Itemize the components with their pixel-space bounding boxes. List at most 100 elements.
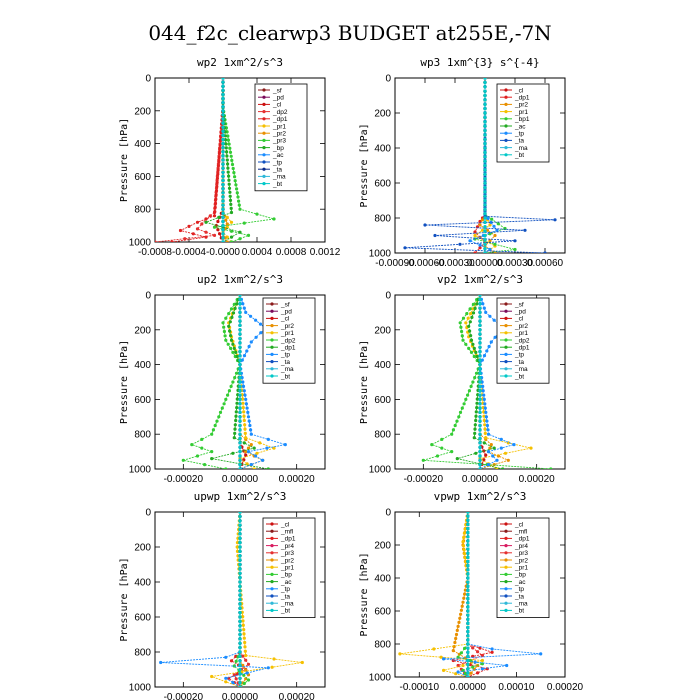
panel-title: vp2 1xm^2/s^3 xyxy=(437,273,523,286)
data-point xyxy=(254,454,258,458)
data-point xyxy=(482,354,487,358)
data-point xyxy=(471,342,475,346)
data-point xyxy=(478,336,482,341)
data-point xyxy=(469,671,473,675)
data-point xyxy=(226,138,230,142)
data-point xyxy=(217,155,221,160)
data-point xyxy=(483,194,487,198)
y-tick-label: 600 xyxy=(134,613,151,624)
data-point xyxy=(224,467,228,469)
data-point xyxy=(488,223,492,227)
data-point xyxy=(231,166,235,171)
data-point xyxy=(217,215,221,219)
data-point xyxy=(221,236,225,240)
data-point xyxy=(230,315,234,319)
data-point xyxy=(451,649,455,653)
data-point xyxy=(232,436,236,440)
data-point xyxy=(210,450,214,454)
data-point xyxy=(474,371,479,375)
data-point xyxy=(466,535,470,539)
figure-title: 044_f2c_clearwp3 BUDGET at255E,-7N xyxy=(148,21,551,45)
legend-label: _pr2 xyxy=(514,557,528,564)
legend-marker xyxy=(270,594,274,598)
y-tick-label: 600 xyxy=(374,607,391,618)
data-point xyxy=(200,437,204,441)
legend-marker xyxy=(262,102,266,106)
data-point xyxy=(469,384,473,388)
data-point xyxy=(235,541,240,545)
chart-panel-5: upwp 1xm^2/s^3 Pressure [hPa] 0 200 400 600 80… xyxy=(119,490,326,700)
data-point xyxy=(247,344,251,349)
legend-marker xyxy=(270,338,274,342)
data-point xyxy=(478,363,482,367)
legend-label: _ta xyxy=(514,138,524,145)
data-point xyxy=(238,402,242,406)
data-point xyxy=(238,397,242,401)
data-point xyxy=(229,210,234,215)
data-point xyxy=(238,376,242,380)
data-point xyxy=(457,620,461,625)
data-point xyxy=(243,393,247,397)
data-point xyxy=(229,206,233,210)
data-point xyxy=(238,527,242,532)
legend-marker xyxy=(504,352,508,356)
legend-label: _ma xyxy=(280,366,294,373)
data-point xyxy=(252,467,256,469)
data-point xyxy=(238,341,242,345)
data-point xyxy=(216,168,220,172)
data-point xyxy=(495,228,499,232)
y-tick-label: 400 xyxy=(134,578,151,589)
data-point xyxy=(489,443,493,447)
legend: _sf_pd_cl_pr2_pr1_dp2_dp1_tp_ta_ma_bt xyxy=(496,297,550,384)
data-point xyxy=(480,667,484,671)
data-point xyxy=(261,458,265,462)
data-point xyxy=(222,325,226,329)
data-point xyxy=(227,324,231,328)
data-point xyxy=(227,186,232,190)
data-point xyxy=(455,628,459,633)
data-point xyxy=(480,653,484,658)
data-point xyxy=(462,531,466,535)
legend-marker xyxy=(270,565,274,569)
data-point xyxy=(461,316,466,320)
data-point xyxy=(466,592,470,597)
data-point xyxy=(505,663,509,668)
data-point xyxy=(221,232,225,236)
legend-marker xyxy=(504,608,508,613)
data-point xyxy=(244,658,248,662)
data-point xyxy=(471,311,476,315)
data-point xyxy=(483,120,487,124)
data-point xyxy=(300,660,304,665)
data-point xyxy=(242,389,246,393)
data-point xyxy=(466,675,470,677)
data-point xyxy=(483,225,487,229)
legend-marker xyxy=(504,88,508,92)
legend-label: _dp2 xyxy=(280,337,296,344)
legend-label: _dp1 xyxy=(272,116,288,123)
data-point xyxy=(456,670,460,674)
legend-label: _pr2 xyxy=(280,557,294,564)
data-point xyxy=(231,380,235,384)
x-tick-label: 0.00020 xyxy=(279,692,316,700)
data-point xyxy=(238,632,242,637)
data-point xyxy=(483,163,487,168)
data-point xyxy=(224,676,228,680)
legend-marker xyxy=(270,522,274,526)
data-point xyxy=(225,154,229,158)
data-point xyxy=(493,233,497,238)
legend-label: _ma xyxy=(514,366,528,373)
data-point xyxy=(216,228,220,232)
data-point xyxy=(475,354,479,359)
legend-marker xyxy=(270,551,274,555)
data-point xyxy=(468,329,472,333)
legend-marker xyxy=(270,367,274,371)
data-point xyxy=(216,219,220,224)
data-point xyxy=(227,178,231,182)
data-point xyxy=(221,191,225,195)
data-point xyxy=(480,358,484,362)
legend-label: _tp xyxy=(272,159,282,166)
data-point xyxy=(483,93,487,98)
legend-label: _sf xyxy=(280,301,290,308)
legend-marker xyxy=(262,124,266,128)
data-point xyxy=(229,154,233,158)
